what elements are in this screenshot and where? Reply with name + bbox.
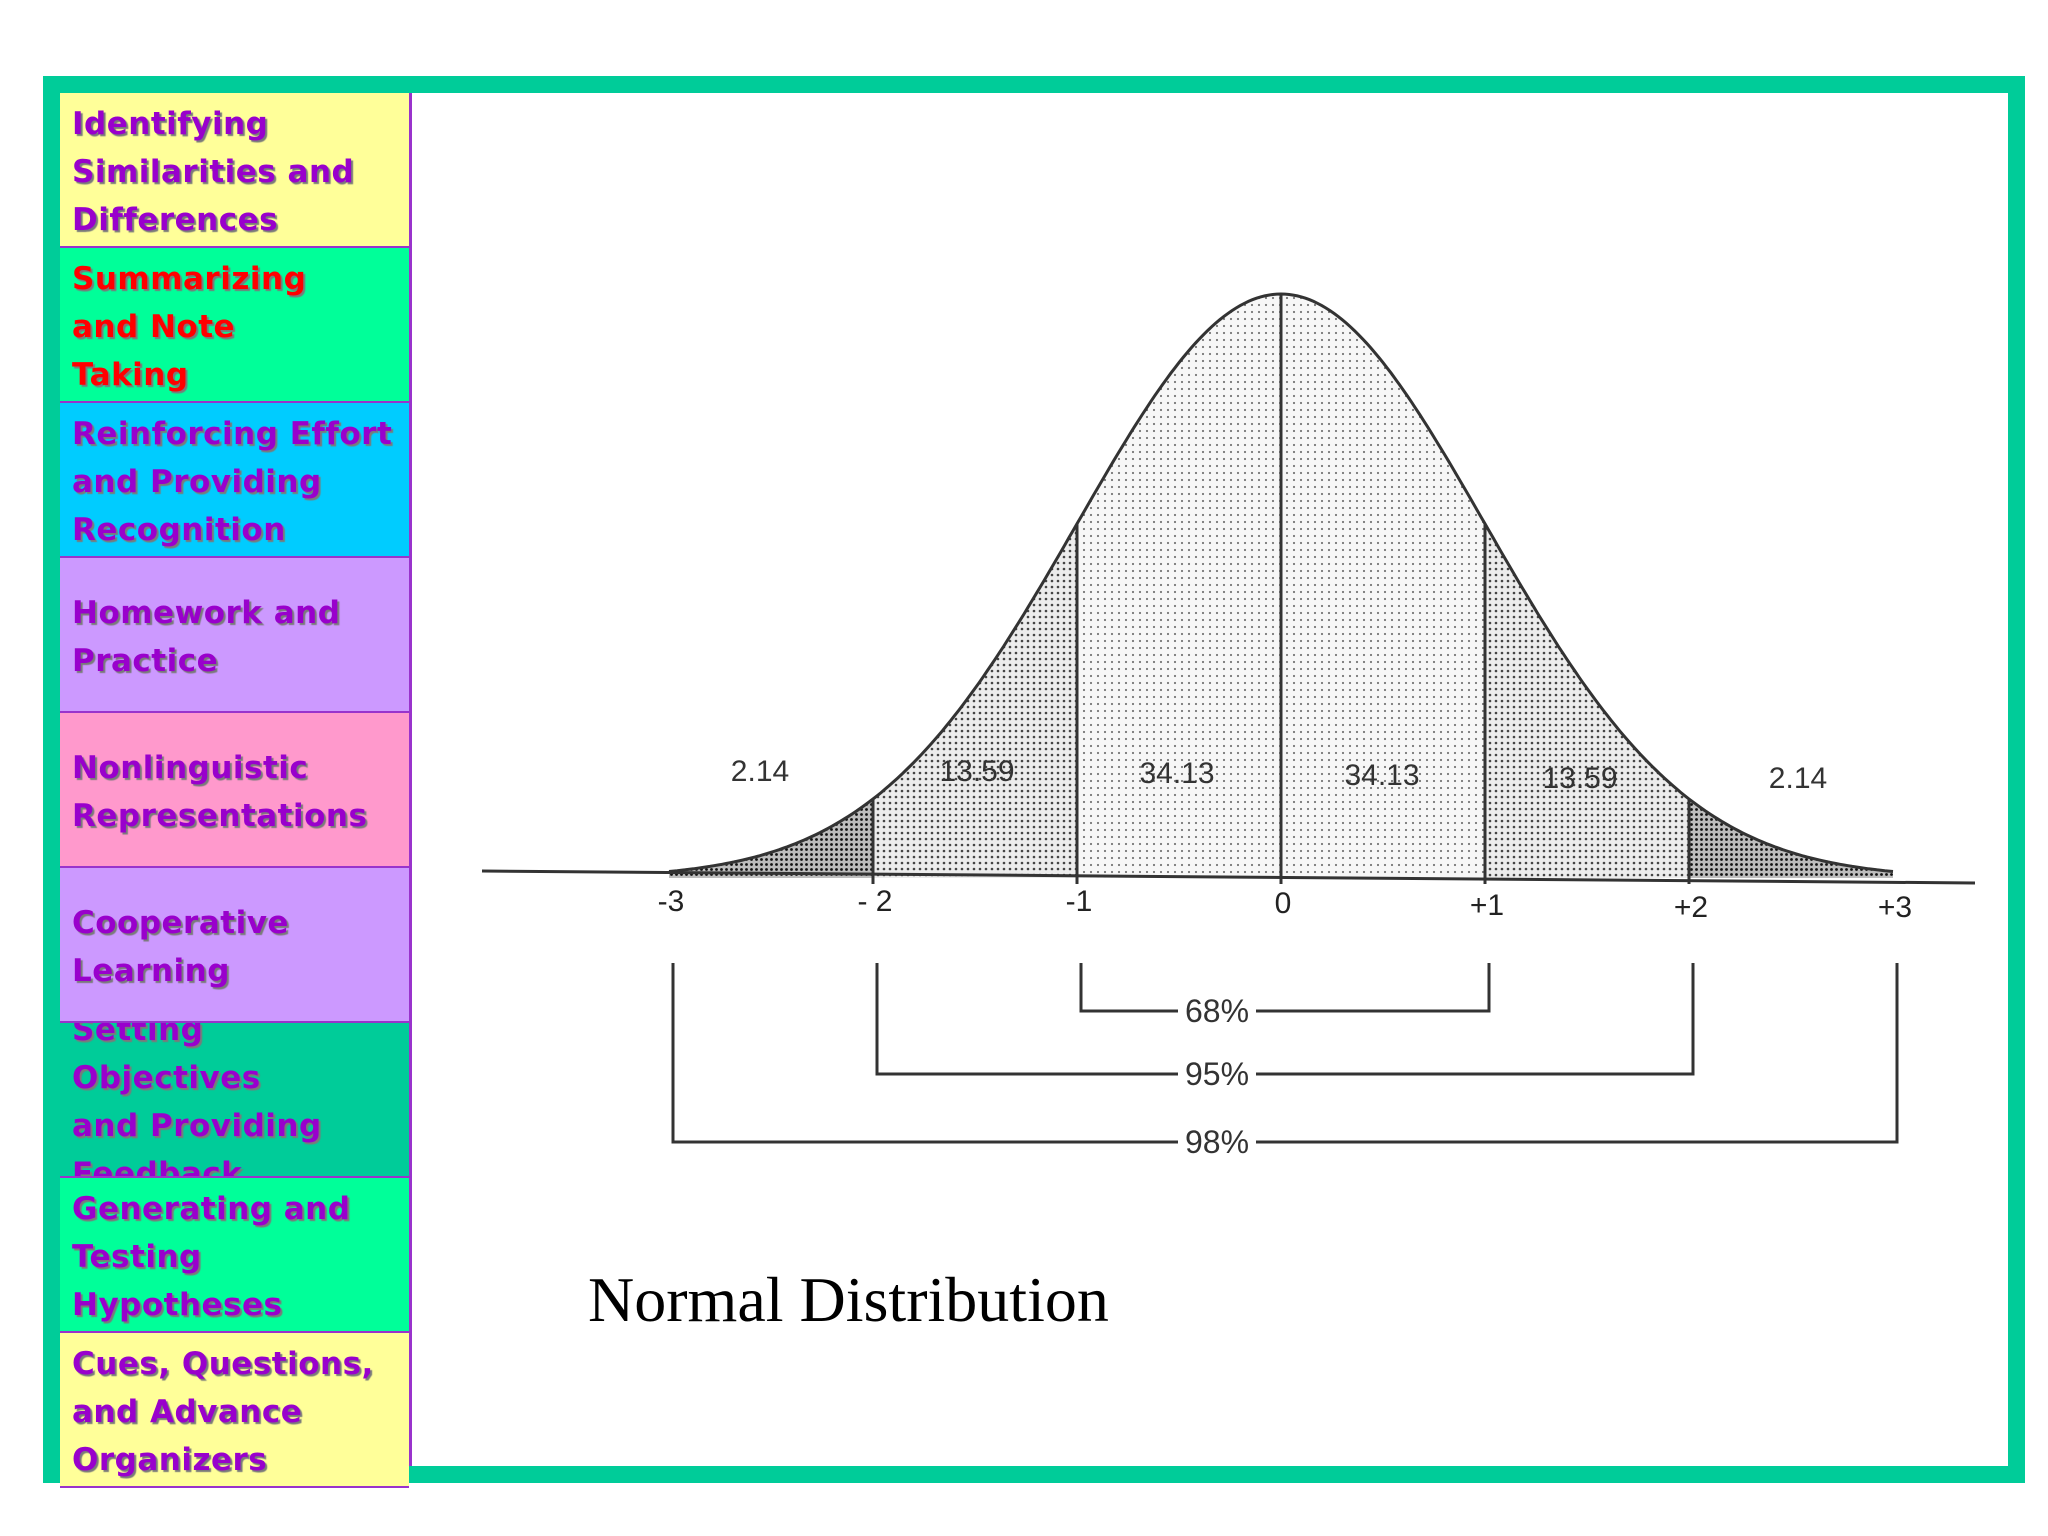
curve-region	[1077, 294, 1281, 878]
x-axis-line	[481, 869, 1976, 885]
sidebar-item-label: Summarizing and Note Taking	[72, 260, 307, 393]
diagram-caption: Normal Distribution	[588, 1264, 1109, 1335]
region-percent-label: 34.13	[1344, 759, 1419, 792]
sidebar-item[interactable]: Cooperative Learning	[60, 868, 409, 1023]
x-tick-label: -1	[1066, 885, 1093, 918]
x-tick-label: -3	[658, 885, 685, 918]
sidebar-item[interactable]: Generating and Testing Hypotheses	[60, 1178, 409, 1333]
sd-range-bracket	[671, 963, 1899, 1144]
slide-frame: Identifying Similarities and Differences Su…	[43, 76, 2025, 1488]
sidebar-item-label: Cues, Questions, and Advance Organizers	[72, 1345, 374, 1478]
sd-range-bracket	[1079, 963, 1491, 1013]
sidebar-item[interactable]: Setting Objectives and Providing Feedback	[60, 1023, 409, 1178]
sidebar-item[interactable]: Homework and Practice	[60, 558, 409, 713]
sidebar-item[interactable]: Identifying Similarities and Differences	[60, 93, 409, 248]
curve-region	[669, 799, 873, 878]
x-tick-label: +1	[1470, 889, 1504, 922]
sd-range-bracket	[875, 963, 1695, 1076]
sidebar-item-label: Reinforcing Effort and Providing Recogniti…	[72, 415, 393, 548]
bracket-percent-label: 98%	[1185, 1124, 1249, 1160]
sidebar-item[interactable]: Nonlinguistic Representations	[60, 713, 409, 868]
x-tick-label: - 2	[857, 885, 892, 918]
sidebar-item-label: Cooperative Learning	[72, 904, 289, 989]
curve-region	[1689, 799, 1893, 878]
region-percent-label: 13.59	[939, 755, 1014, 788]
strategy-sidebar: Identifying Similarities and Differences Su…	[60, 93, 412, 1488]
sidebar-item[interactable]: Reinforcing Effort and Providing Recogniti…	[60, 403, 409, 558]
sidebar-item-label: Setting Objectives and Providing Feedback	[72, 1023, 322, 1178]
region-percent-label: 13.59	[1542, 762, 1617, 795]
region-percent-label: 2.14	[731, 755, 789, 788]
sidebar-item-label: Homework and Practice	[72, 594, 341, 679]
bracket-percent-label: 95%	[1185, 1056, 1249, 1092]
sidebar-item[interactable]: Cues, Questions, and Advance Organizers	[60, 1333, 409, 1488]
x-tick-label: +2	[1674, 891, 1708, 924]
x-tick-label: 0	[1275, 887, 1292, 920]
region-percent-label: 2.14	[1769, 762, 1827, 795]
sidebar-item-label: Nonlinguistic Representations	[72, 749, 368, 834]
x-tick-label: +3	[1878, 891, 1912, 924]
sidebar-item-label: Identifying Similarities and Differences	[72, 105, 355, 238]
sidebar-item-label: Generating and Testing Hypotheses	[72, 1190, 351, 1323]
normal-distribution-diagram: 2.14 13.59 34.13 34.13 13.59 2.14 -3 - 2 -1 0 +1 +…	[481, 292, 1976, 1160]
sidebar-item[interactable]: Summarizing and Note Taking	[60, 248, 409, 403]
bracket-percent-label: 68%	[1185, 993, 1249, 1029]
region-percent-label: 34.13	[1139, 757, 1214, 790]
